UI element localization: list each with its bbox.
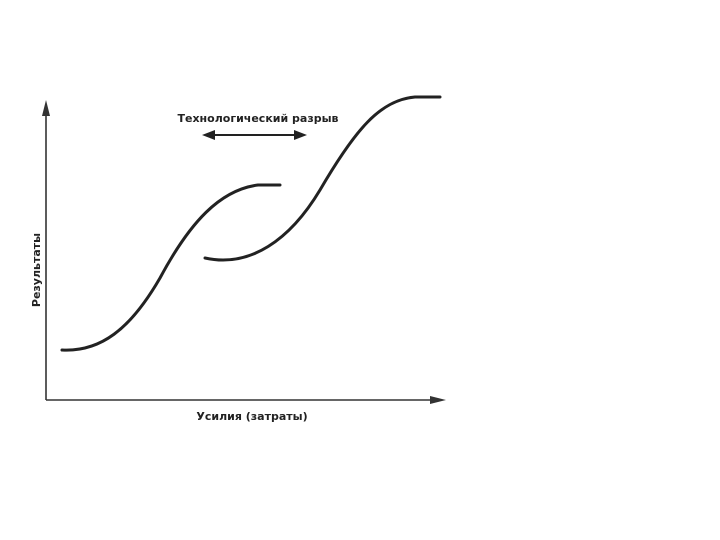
y-axis-label: Результаты — [30, 233, 43, 307]
gap-arrow-head-left — [202, 130, 215, 140]
x-axis-arrow — [430, 396, 446, 404]
y-axis-arrow — [42, 100, 50, 116]
x-axis-label: Усилия (затраты) — [196, 410, 307, 423]
gap-label: Технологический разрыв — [178, 112, 339, 125]
gap-arrow-head-right — [294, 130, 307, 140]
s-curve-2 — [203, 95, 442, 262]
s-curve-1 — [60, 183, 282, 352]
